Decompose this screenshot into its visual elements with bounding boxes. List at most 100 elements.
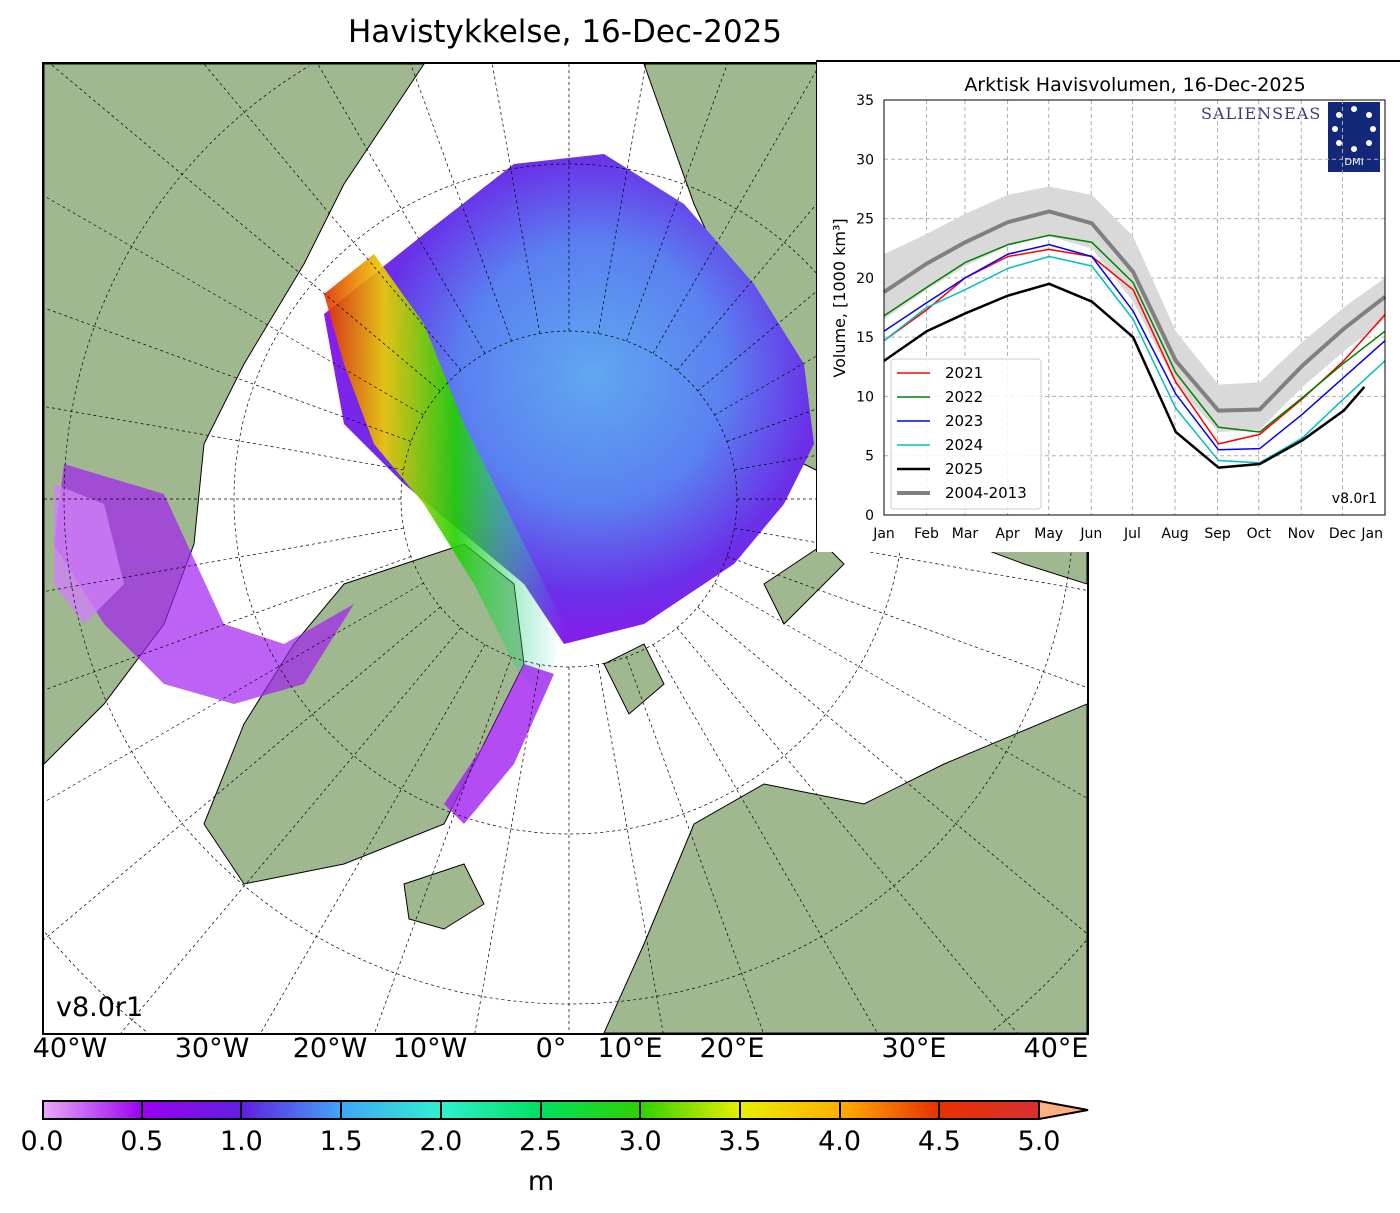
- legend-label: 2021: [945, 364, 983, 382]
- meridian-line: [44, 582, 424, 803]
- x-tick-label: Oct: [1247, 526, 1272, 542]
- series-line-2025: [883, 282, 1366, 469]
- x-tick-label: Apr: [995, 526, 1019, 542]
- sea-ice-bays: [54, 464, 354, 704]
- meridian-line: [260, 644, 486, 1033]
- colorbar-tick-label: 5.0: [1017, 1126, 1061, 1157]
- meridian-line: [44, 307, 412, 442]
- longitude-label: 40°E: [1023, 1033, 1089, 1064]
- x-tick-label: Dec: [1329, 526, 1356, 542]
- series-line-2022: [883, 234, 1386, 433]
- longitude-label: 40°W: [32, 1033, 108, 1064]
- dmi-logo: DMI: [1328, 102, 1380, 172]
- longitude-label: 10°W: [392, 1033, 468, 1064]
- meridian-line: [44, 406, 404, 471]
- colorbar-tick: [838, 1100, 841, 1120]
- meridian-line: [597, 64, 647, 334]
- legend-label: 2023: [945, 412, 983, 430]
- x-tick-label: Sep: [1204, 526, 1231, 542]
- colorbar-tick: [439, 1100, 442, 1120]
- meridian-line: [626, 656, 764, 1033]
- x-tick-label: Jun: [1079, 526, 1102, 542]
- land-iceland: [403, 863, 485, 930]
- meridian-line: [410, 64, 512, 342]
- colorbar-tick-label: 2.0: [419, 1126, 463, 1157]
- legend: 2021 2022 2023 2024 2025 2004-2013: [890, 358, 1042, 510]
- longitude-label: 10°E: [597, 1033, 663, 1064]
- colorbar-tick-label: 0.5: [120, 1126, 164, 1157]
- series-line-2004-2013: [882, 209, 1387, 413]
- longitude-label: 20°E: [699, 1033, 765, 1064]
- series-line-2023: [883, 243, 1386, 451]
- colorbar-tick-label: 1.0: [219, 1126, 263, 1157]
- y-tick-label: 20: [856, 271, 874, 287]
- svg-text:DMI: DMI: [1344, 157, 1363, 168]
- colorbar-tick-label: 1.5: [319, 1126, 363, 1157]
- meridian-line: [120, 627, 462, 1033]
- y-tick-label: 0: [865, 508, 874, 524]
- meridian-line: [676, 64, 935, 371]
- thick-ice-band: [324, 254, 564, 704]
- x-tick-label: Jan: [1360, 526, 1383, 542]
- land-svalbard: [603, 643, 665, 715]
- x-tick-label: Jan: [872, 526, 895, 542]
- sea-ice-labrador: [54, 484, 124, 624]
- legend-label: 2024: [945, 436, 983, 454]
- salienseas-logo: SALIENSEAS: [1201, 104, 1321, 123]
- colorbar-tick: [938, 1100, 941, 1120]
- chart-title: Arktisk Havisvolumen, 16-Dec-2025: [964, 74, 1305, 96]
- meridian-line: [317, 64, 486, 354]
- y-tick-label: 10: [856, 389, 874, 405]
- meridian-line: [44, 195, 424, 416]
- meridian-line: [652, 644, 878, 1033]
- x-tick-label: Aug: [1161, 526, 1188, 542]
- plot-frame: [883, 99, 1386, 516]
- longitude-label: 30°W: [174, 1033, 250, 1064]
- volume-chart: Arktisk Havisvolumen, 16-Dec-2025 Volume…: [830, 74, 1387, 542]
- colorbar-tick-label: 2.5: [519, 1126, 562, 1157]
- colorbar-tick: [340, 1100, 343, 1120]
- colorbar-extend-arrow: [1038, 1100, 1089, 1120]
- x-tick-label: Jul: [1123, 526, 1141, 542]
- y-tick-label: 35: [856, 93, 874, 109]
- land-novaya-zemlya: [763, 543, 845, 625]
- legend-label: 2022: [945, 388, 983, 406]
- colorbar-tick-label: 0.0: [20, 1126, 64, 1157]
- latitude-circle: [233, 163, 905, 835]
- meridian-line: [676, 627, 1018, 1033]
- colorbar-tick-label: 4.5: [917, 1126, 961, 1157]
- colorbar-tick: [738, 1100, 741, 1120]
- map-title: Havistykkelse, 16-Dec-2025: [347, 14, 783, 50]
- meridian-line: [474, 664, 541, 1033]
- land-scandinavia: [603, 703, 1087, 1033]
- x-tick-label: Feb: [914, 526, 939, 542]
- meridian-line: [652, 64, 821, 354]
- colorbar-unit: m: [527, 1166, 555, 1197]
- sea-ice-field: [324, 154, 814, 644]
- meridian-line: [597, 664, 664, 1033]
- chart-version-label: v8.0r1: [1332, 491, 1377, 507]
- meridian-line: [491, 64, 541, 334]
- colorbar-tick-label: 3.5: [718, 1126, 762, 1157]
- x-tick-label: Nov: [1288, 526, 1315, 542]
- y-tick-label: 30: [856, 152, 874, 168]
- map-version-label: v8.0r1: [56, 992, 144, 1023]
- y-tick-label: 5: [865, 449, 874, 465]
- volume-chart-inset: Arktisk Havisvolumen, 16-Dec-2025 Volume…: [816, 60, 1400, 552]
- longitude-label: 20°W: [292, 1033, 368, 1064]
- y-axis-label: Volume, [1000 km³]: [830, 218, 849, 377]
- colorbar-tick: [240, 1100, 243, 1120]
- sea-ice-greenland-east: [444, 664, 554, 824]
- meridian-line: [626, 64, 728, 342]
- meridian-line: [726, 556, 1087, 688]
- longitude-label: 0°: [535, 1033, 567, 1064]
- y-tick-label: 25: [856, 212, 874, 228]
- colorbar-tick: [140, 1100, 143, 1120]
- colorbar-tick-label: 3.0: [618, 1126, 662, 1157]
- legend-label: 2025: [945, 460, 983, 478]
- meridian-line: [50, 64, 441, 392]
- meridian-line: [44, 606, 441, 940]
- colorbar-tick: [539, 1100, 542, 1120]
- meridian-line: [697, 606, 1087, 934]
- y-tick-label: 15: [856, 330, 874, 346]
